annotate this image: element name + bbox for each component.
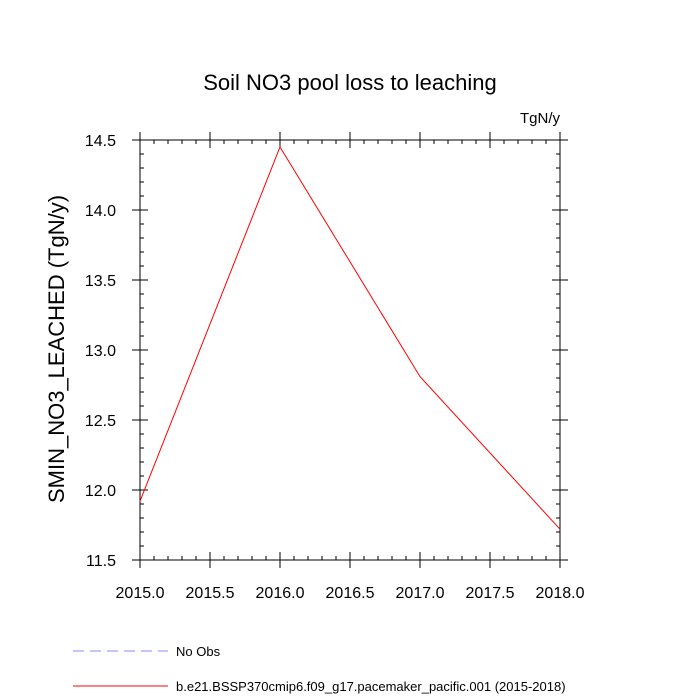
x-tick-label: 2017.5 xyxy=(466,585,515,602)
x-tick-label: 2017.0 xyxy=(396,585,445,602)
axis-ticks xyxy=(132,132,568,568)
units-label: TgN/y xyxy=(520,110,561,127)
tick-labels: 2015.0 2015.5 2016.0 2016.5 2017.0 2017.5 2018… xyxy=(85,133,585,602)
legend-label: b.e21.BSSP370cmip6.f09_g17.pacemaker_pac… xyxy=(176,679,566,694)
x-tick-label: 2016.5 xyxy=(326,585,375,602)
x-tick-label: 2015.5 xyxy=(186,585,235,602)
series-layer xyxy=(139,145,561,530)
x-tick-label: 2015.0 xyxy=(116,585,165,602)
y-tick-label: 11.5 xyxy=(86,553,116,570)
y-tick-label: 12.5 xyxy=(85,413,116,430)
y-tick-label: 12.0 xyxy=(85,483,116,500)
y-tick-label: 13.5 xyxy=(85,273,116,290)
y-axis-label: SMIN_NO3_LEACHED (TgN/y) xyxy=(44,195,69,503)
y-tick-label: 14.5 xyxy=(85,133,116,150)
x-tick-label: 2016.0 xyxy=(256,585,305,602)
x-tick-label: 2018.0 xyxy=(536,585,585,602)
legend: No Obs b.e21.BSSP370cmip6.f09_g17.pacemak… xyxy=(73,644,566,694)
legend-label: No Obs xyxy=(176,644,221,659)
y-tick-label: 14.0 xyxy=(85,203,116,220)
y-tick-label: 13.0 xyxy=(85,343,116,360)
plot-frame xyxy=(139,139,561,561)
chart-title: Soil NO3 pool loss to leaching xyxy=(203,70,497,95)
series-line xyxy=(139,145,561,530)
